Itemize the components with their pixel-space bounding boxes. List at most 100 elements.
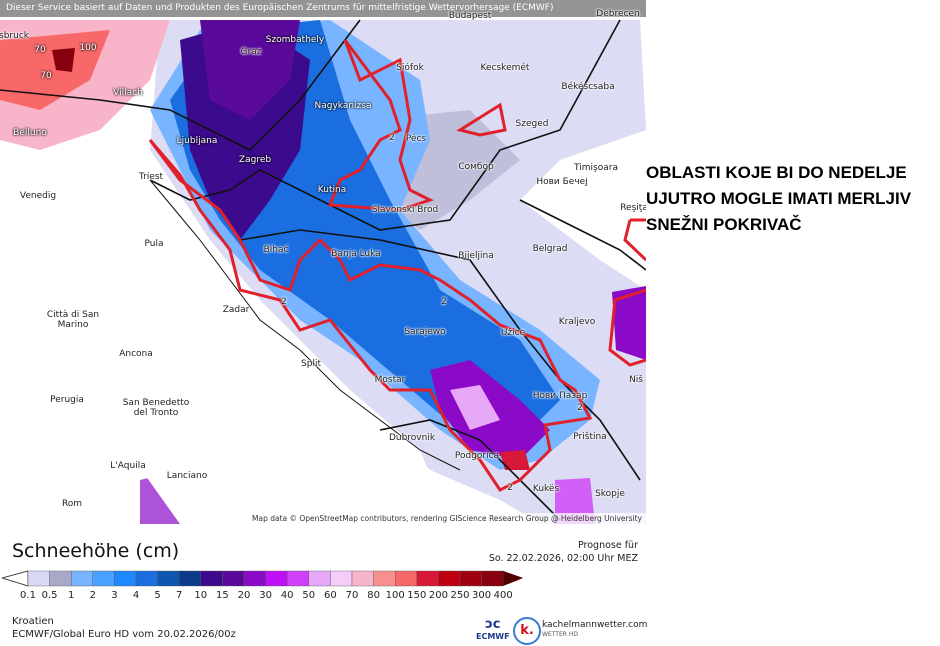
scale-arrow-low [2, 570, 29, 587]
scale-swatch [459, 570, 482, 587]
scale-tick-label: 30 [259, 590, 272, 601]
city-label: Skopje [595, 489, 625, 499]
city-label: Belgrad [532, 244, 568, 254]
scale-swatch [49, 570, 72, 587]
city-label: Szeged [515, 119, 549, 129]
city-label: Timişoara [574, 163, 618, 173]
city-label: sbruck [0, 31, 29, 41]
coastline [149, 179, 461, 471]
country-borders [0, 19, 646, 521]
city-label: Debrecen [596, 9, 640, 19]
city-label: Villach [113, 88, 143, 98]
city-label: Pécs [405, 134, 427, 144]
scale-swatch [157, 570, 180, 587]
site-subtitle: WETTER HD [542, 631, 578, 638]
scale-tick-label: 0.1 [20, 590, 36, 601]
city-label: Città di San Marino [46, 310, 100, 330]
city-label: Slavonski Brod [371, 205, 439, 215]
ecmwf-logo-icon: ↄc [485, 617, 501, 632]
city-label: Reşiţa [620, 203, 646, 213]
city-label: Kutina [317, 185, 347, 195]
model-label: ECMWF/Global Euro HD vom 20.02.2026/00z [12, 629, 236, 640]
snow-area-alps-heavy [0, 30, 110, 110]
city-label: Pula [144, 239, 164, 249]
color-scale-ticks: 0.1 0.5 1 2 3 4 5 7 10 15 20 30 40 50 60 70 80 100 150 200 2… [0, 590, 650, 604]
city-label: San Benedetto del Tronto [122, 398, 190, 418]
scale-tick-label: 40 [280, 590, 294, 601]
city-label: Zagreb [238, 155, 272, 165]
scale-tick-label: 70 [345, 590, 359, 601]
scale-tick-label: 1 [68, 590, 75, 601]
scale-swatch [178, 570, 201, 587]
city-label: Priština [573, 432, 607, 442]
snow-area-east [612, 286, 646, 360]
city-label: Kraljevo [558, 317, 596, 327]
scale-swatch [27, 570, 50, 587]
scale-tick-label: 80 [367, 590, 380, 601]
map-layers [0, 19, 646, 524]
scale-swatch [287, 570, 310, 587]
city-label: Split [301, 359, 321, 369]
city-label: Siófok [396, 63, 424, 73]
scale-swatch [373, 570, 396, 587]
map-attribution: Map data © OpenStreetMap contributors, r… [248, 513, 646, 524]
scale-swatch [114, 570, 137, 587]
scale-tick-label: 60 [324, 590, 337, 601]
city-label: Triest [138, 172, 164, 182]
city-label: Nagykanizsa [314, 101, 372, 111]
city-label: Zadar [222, 305, 250, 315]
scale-swatch [308, 570, 331, 587]
ecmwf-logo: ↄc ECMWF [476, 617, 510, 641]
scale-tick-label: 250 [450, 590, 470, 601]
scale-swatch [265, 570, 288, 587]
scale-swatch [438, 570, 461, 587]
color-scale [2, 570, 524, 587]
contour-label: 100 [79, 43, 97, 53]
scale-swatch [481, 570, 504, 587]
scale-swatch [416, 570, 439, 587]
scale-tick-label: 20 [237, 590, 251, 601]
ecmwf-logo-text: ECMWF [476, 632, 510, 641]
city-label: Banja Luka [331, 249, 381, 259]
city-label: Kecskemét [480, 63, 530, 73]
scale-arrow-high [503, 571, 524, 586]
scale-tick-label: 15 [216, 590, 229, 601]
city-label: Ancona [119, 349, 153, 359]
site-name: kachelmannwetter.com [542, 620, 648, 630]
snow-depth-map[interactable]: Dieser Service basiert auf Daten und Pro… [0, 0, 646, 524]
scale-tick-label: 400 [493, 590, 513, 601]
city-label: Szombathely [265, 35, 325, 45]
city-label: Užice [500, 328, 526, 338]
scale-swatch [70, 570, 93, 587]
snow-area-alps-peak [52, 48, 75, 72]
contour-label: 2 [507, 483, 513, 493]
forecast-label: Prognose für [577, 540, 638, 551]
scale-swatch [222, 570, 245, 587]
contour-label: 70 [34, 45, 46, 55]
city-label: Lanciano [166, 471, 208, 481]
scale-tick-label: 300 [472, 590, 492, 601]
city-label: Békéscsaba [561, 82, 615, 92]
snow-area-40 [450, 385, 500, 430]
scale-swatch [135, 570, 158, 587]
legend-title: Schneehöhe (cm) [12, 540, 180, 562]
city-label: Podgorica [454, 451, 500, 461]
city-label: Kukës [532, 484, 560, 494]
city-label: Bihać [263, 245, 289, 255]
scale-tick-label: 100 [385, 590, 405, 601]
scale-tick-label: 10 [194, 590, 208, 601]
city-label: Budapest [448, 11, 492, 21]
snow-area-skopje [555, 478, 595, 524]
scale-tick-label: 4 [132, 590, 140, 601]
scale-tick-label: 0.5 [41, 590, 58, 601]
contour-label: 2 [389, 133, 395, 143]
scale-swatch [351, 570, 374, 587]
city-label: Нови Пазар [532, 391, 588, 401]
city-label: Niš [629, 375, 643, 385]
city-label: Belluno [13, 128, 47, 138]
scale-tick-label: 7 [176, 590, 183, 601]
city-label: Sarajewo [404, 327, 446, 337]
city-label: Ljubljana [176, 136, 218, 146]
highlighted-snow-areas [148, 39, 646, 492]
scale-swatch [330, 570, 353, 587]
